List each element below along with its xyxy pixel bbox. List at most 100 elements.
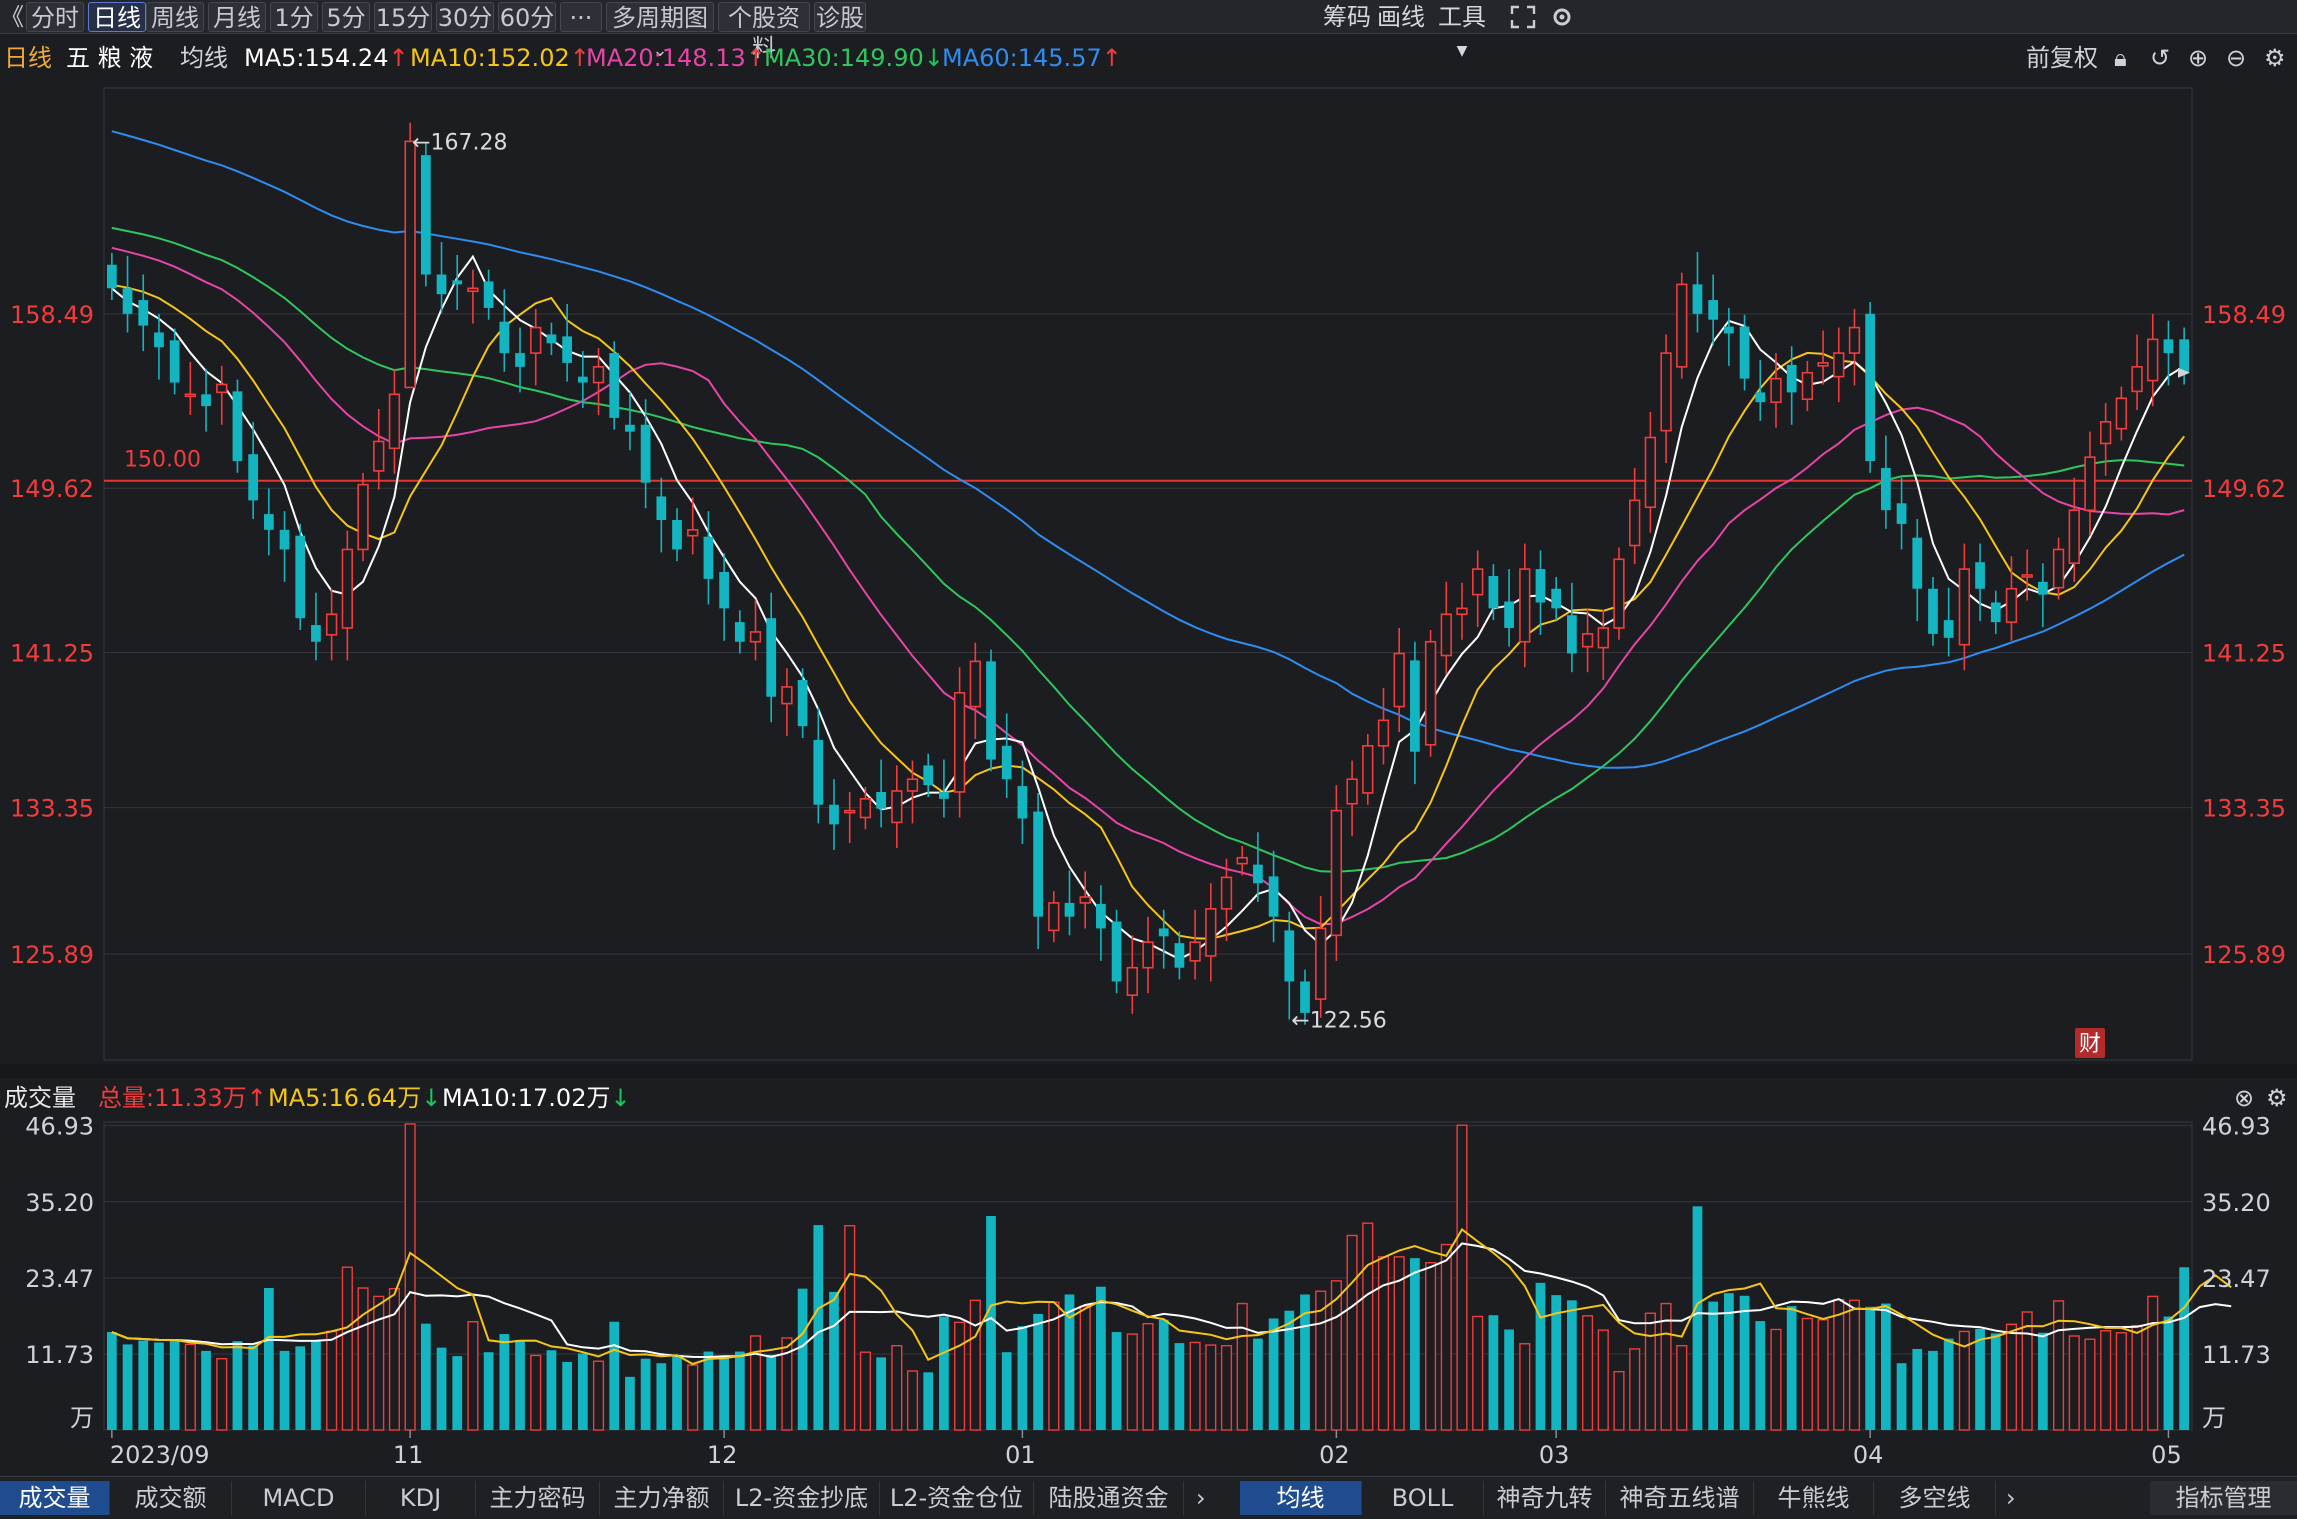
candle-body-down	[1064, 902, 1075, 917]
volume-bar-down	[122, 1344, 133, 1430]
candle-body-down	[1708, 300, 1719, 320]
tab-macd[interactable]: MACD	[232, 1481, 366, 1515]
candle-body-up	[1236, 856, 1248, 865]
volume-bar-down	[1410, 1258, 1420, 1430]
kline-chart[interactable]: 158.49 158.49 149.62 149.62 141.25 141.25 133.…	[0, 0, 2297, 1476]
volume-bar-up	[1205, 1344, 1217, 1431]
period-tab-5min[interactable]: 5分	[322, 2, 370, 32]
undo-icon[interactable]: ↺	[2150, 44, 2171, 72]
volume-axis-label-right: 11.73	[2202, 1341, 2271, 1369]
tabs-right-more-icon[interactable]: ›	[2006, 1484, 2016, 1512]
chips-button[interactable]: 筹码	[1323, 3, 1371, 31]
arrow-up-icon: ↑	[246, 1084, 267, 1112]
adjust-mode-label[interactable]: 前复权	[2026, 44, 2098, 72]
tab-l2-bottom[interactable]: L2-资金抄底	[724, 1481, 880, 1515]
candle-body-up	[2147, 338, 2159, 382]
tab-bull-bear[interactable]: 牛熊线	[1754, 1481, 1874, 1515]
gear-icon[interactable]: ⚙	[2266, 1084, 2288, 1112]
ma10-value: MA10:152.02↑	[410, 40, 590, 76]
period-tab-30min[interactable]: 30分	[436, 2, 494, 32]
indicator-manage-button[interactable]: 指标管理	[2150, 1481, 2297, 1515]
period-tab-1min[interactable]: 1分	[270, 2, 318, 32]
tabs-left-more-icon[interactable]: ›	[1196, 1484, 1206, 1512]
stock-profile-button[interactable]: 个股资料	[718, 2, 810, 62]
tab-boll[interactable]: BOLL	[1362, 1481, 1484, 1515]
volume-bar-up	[2131, 1324, 2143, 1431]
period-tab-15min[interactable]: 15分	[374, 2, 432, 32]
volume-bar-down	[2163, 1316, 2174, 1430]
diagnose-button[interactable]: 诊股	[814, 2, 866, 32]
volume-bar-down	[1488, 1315, 1499, 1430]
financial-badge-label: 财	[2079, 1032, 2101, 1057]
volume-bar-down	[1284, 1310, 1295, 1430]
draw-line-button[interactable]: 画线	[1377, 3, 1425, 31]
candle-body-up	[2099, 421, 2112, 445]
candle-body-down	[138, 300, 149, 326]
candle-body-up	[1597, 627, 1609, 649]
candle-body-down	[1111, 921, 1122, 982]
candle-body-up	[1189, 941, 1201, 962]
period-tab-timeshare[interactable]: 分时	[26, 2, 84, 32]
close-icon[interactable]: ⊗	[2234, 1084, 2255, 1112]
period-tab-60min[interactable]: 60分	[498, 2, 556, 32]
tab-long-short[interactable]: 多空线	[1874, 1481, 1996, 1515]
candle-body-up	[467, 287, 479, 293]
period-tab-weekly[interactable]: 周线	[146, 2, 204, 32]
tab-ma[interactable]: 均线	[1240, 1481, 1362, 1515]
volume-bar-up	[2068, 1335, 2080, 1431]
tab-magic-nine[interactable]: 神奇九转	[1484, 1481, 1606, 1515]
zoom-in-icon[interactable]: ⊕	[2188, 44, 2209, 72]
tools-dropdown[interactable]: 工具 ▼	[1432, 2, 1492, 59]
volume-bar-up	[969, 1299, 981, 1431]
back-button[interactable]: 《	[0, 3, 24, 31]
volume-bar-up	[1048, 1301, 1060, 1431]
volume-bar-up	[1315, 1290, 1327, 1431]
tab-main-code[interactable]: 主力密码	[476, 1481, 600, 1515]
volume-bar-up	[1236, 1302, 1248, 1431]
tab-northbound[interactable]: 陆股通资金	[1034, 1481, 1184, 1515]
candle-body-up	[859, 798, 872, 819]
volume-bar-down	[1064, 1294, 1075, 1430]
tab-main-net[interactable]: 主力净额	[600, 1481, 724, 1515]
tab-volume[interactable]: 成交量	[0, 1481, 110, 1515]
settings-icon[interactable]	[1550, 5, 1574, 29]
x-axis-label: 03	[1539, 1441, 1570, 1469]
candle-body-up	[2115, 397, 2128, 430]
volume-bar-up	[2084, 1338, 2096, 1431]
gear-icon[interactable]: ⚙	[2264, 44, 2286, 72]
candle-body-up	[1629, 499, 1641, 547]
volume-bar-down	[829, 1291, 839, 1430]
candle-body-down	[1865, 313, 1876, 462]
caret-down-icon: ▼	[1456, 43, 1468, 59]
ma-label[interactable]: 均线	[180, 44, 228, 72]
volume-bar-up	[2021, 1311, 2033, 1431]
volume-bar-up	[891, 1345, 903, 1431]
volume-bar-down	[1880, 1303, 1891, 1430]
tab-magic-five[interactable]: 神奇五线谱	[1606, 1481, 1754, 1515]
candle-body-up	[1613, 558, 1625, 629]
tab-turnover[interactable]: 成交额	[110, 1481, 232, 1515]
candle-body-up	[373, 440, 385, 472]
more-periods-button[interactable]: ···	[560, 2, 602, 32]
candle-body-up	[891, 790, 903, 824]
volume-bar-up	[1660, 1302, 1672, 1431]
arrow-up-icon: ↑	[745, 44, 766, 72]
volume-bar-down	[311, 1340, 321, 1430]
candle-body-up	[1848, 326, 1861, 354]
tab-l2-position[interactable]: L2-资金仓位	[880, 1481, 1034, 1515]
candle-body-down	[483, 281, 494, 308]
candle-body-down	[169, 340, 180, 383]
period-tab-daily[interactable]: 日线	[88, 2, 146, 32]
period-tab-monthly[interactable]: 月线	[208, 2, 266, 32]
ma60-text: MA60:145.57	[942, 44, 1102, 72]
multi-period-dropdown[interactable]: 多周期图 ⌄	[606, 2, 714, 61]
volume-bar-down	[876, 1357, 886, 1430]
fullscreen-icon[interactable]	[1510, 5, 1536, 29]
lock-icon[interactable]: 🔒︎	[2114, 44, 2127, 72]
candle-body-down	[923, 765, 934, 786]
volume-bar-up	[1613, 1370, 1625, 1431]
candle-body-down	[1300, 981, 1310, 1013]
candle-body-up	[1817, 362, 1829, 367]
tab-kdj[interactable]: KDJ	[366, 1481, 476, 1515]
zoom-out-icon[interactable]: ⊖	[2226, 44, 2247, 72]
